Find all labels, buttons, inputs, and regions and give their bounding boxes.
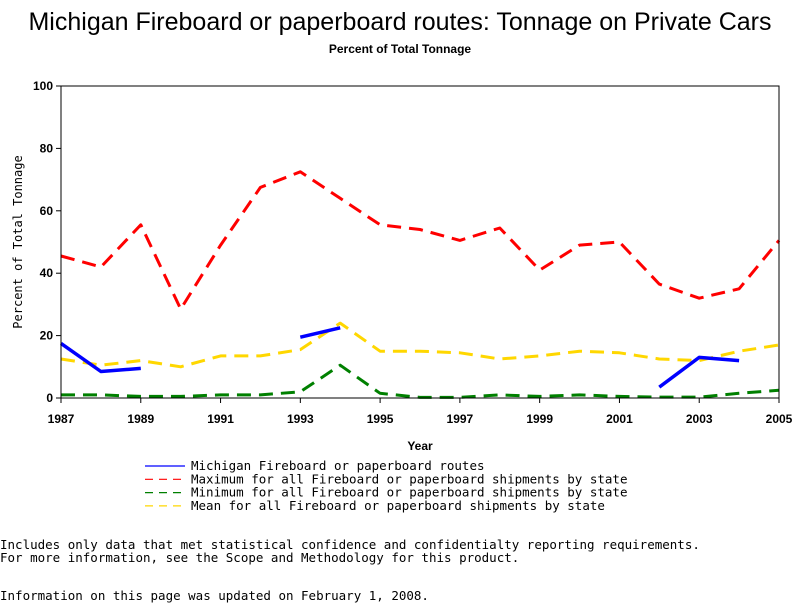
- x-tick-label: 1999: [526, 412, 553, 426]
- y-tick-label: 0: [46, 391, 53, 405]
- x-tick-label: 1997: [447, 412, 474, 426]
- series-line-0: [658, 355, 740, 389]
- note-methodology: For more information, see the Scope and …: [0, 550, 520, 565]
- x-tick-label: 2001: [606, 412, 633, 426]
- x-tick-label: 2005: [766, 412, 793, 426]
- x-axis: 1987 1989 1991 1993 1995 1997 1999 2001 2003 2005: [48, 398, 793, 426]
- legend-label: Mean for all Fireboard or paperboard shi…: [191, 498, 605, 513]
- y-tick-label: 60: [40, 204, 54, 218]
- series-line-3: [60, 321, 780, 369]
- y-axis-label: Percent of Total Tonnage: [11, 155, 25, 328]
- legend: Michigan Fireboard or paperboard routesM…: [145, 458, 628, 513]
- series-line-1: [60, 170, 781, 311]
- x-axis-label: Year: [407, 439, 433, 453]
- legend-label: Minimum for all Fireboard or paperboard …: [191, 485, 628, 500]
- series-line-0: [59, 341, 141, 374]
- chart-subtitle: Percent of Total Tonnage: [328, 42, 472, 56]
- y-tick-label: 100: [33, 79, 53, 93]
- note-confidence: Includes only data that met statistical …: [0, 537, 700, 552]
- plot-lines: [59, 170, 781, 399]
- plot-frame: [60, 85, 780, 399]
- series-line-2: [61, 363, 780, 399]
- x-tick-label: 1987: [48, 412, 75, 426]
- chart-title: Michigan Fireboard or paperboard routes:…: [28, 8, 772, 36]
- legend-label: Maximum for all Fireboard or paperboard …: [191, 471, 628, 486]
- y-tick-label: 40: [40, 266, 54, 280]
- legend-label: Michigan Fireboard or paperboard routes: [191, 458, 485, 473]
- series-line-0: [299, 326, 341, 339]
- x-tick-label: 2003: [686, 412, 713, 426]
- y-axis: 0 20 40 60 80 100: [33, 79, 61, 405]
- note-updated: Information on this page was updated on …: [0, 588, 429, 603]
- x-tick-label: 1995: [367, 412, 394, 426]
- y-tick-label: 20: [40, 329, 54, 343]
- y-tick-label: 80: [40, 141, 54, 155]
- x-tick-label: 1989: [127, 412, 154, 426]
- x-tick-label: 1991: [207, 412, 234, 426]
- x-tick-label: 1993: [287, 412, 314, 426]
